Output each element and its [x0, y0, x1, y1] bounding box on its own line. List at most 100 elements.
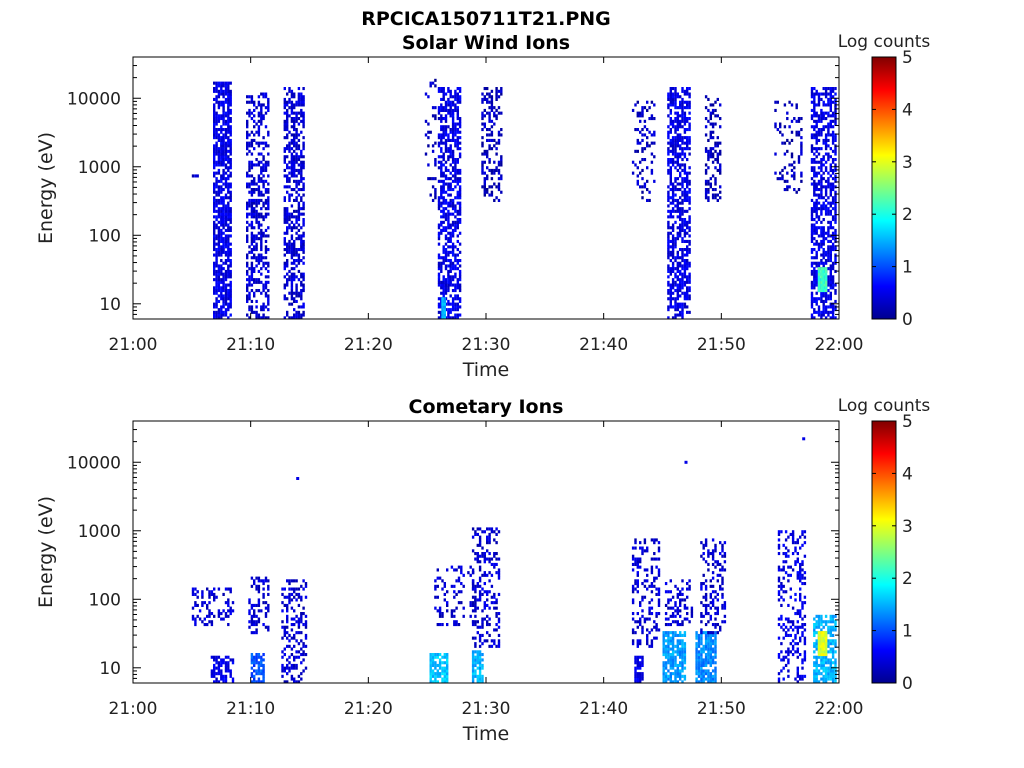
heatmap-cell [429, 666, 432, 670]
heatmap-cell [434, 606, 437, 610]
heatmap-cell [451, 103, 455, 107]
heatmap-cell [295, 215, 298, 219]
heatmap-cell [783, 166, 787, 170]
heatmap-cell [246, 299, 249, 303]
heatmap-cell [300, 280, 303, 284]
heatmap-cell [288, 587, 291, 591]
heatmap-cell [474, 672, 477, 676]
heatmap-cell [679, 166, 682, 170]
x-tick-label: 21:20 [344, 335, 393, 355]
heatmap-cell [229, 299, 232, 303]
heatmap-cell [681, 286, 684, 290]
heatmap-cell [449, 267, 452, 271]
heatmap-cell [707, 188, 710, 192]
heatmap-cell [820, 204, 823, 208]
heatmap-cell [493, 628, 496, 632]
heatmap-cell [686, 106, 689, 110]
heatmap-cell [295, 248, 298, 252]
heatmap-cell [250, 289, 254, 293]
heatmap-cell [224, 587, 228, 591]
heatmap-cell [447, 138, 450, 142]
heatmap-cell [824, 209, 828, 213]
heatmap-cell [220, 294, 223, 298]
heatmap-cell [227, 259, 230, 263]
heatmap-cell [827, 185, 830, 189]
heatmap-cell [220, 272, 223, 276]
heatmap-cell [488, 106, 491, 110]
heatmap-cell [281, 609, 284, 613]
heatmap-cell [813, 92, 816, 96]
heatmap-cell [220, 149, 223, 153]
heatmap-cell [493, 554, 496, 558]
heatmap-cell [222, 226, 225, 230]
heatmap-cell [795, 133, 798, 137]
heatmap-cell [300, 237, 303, 241]
heatmap-cell [648, 117, 651, 121]
heatmap-cell [810, 231, 814, 235]
heatmap-cell [438, 661, 442, 665]
heatmap-cell [456, 253, 459, 257]
heatmap-cell [295, 168, 298, 172]
heatmap-cell [257, 152, 261, 156]
heatmap-cell [683, 188, 687, 192]
heatmap-cell [206, 623, 209, 627]
heatmap-cell [215, 141, 218, 145]
heatmap-cell [641, 149, 644, 153]
heatmap-cell [248, 278, 251, 282]
heatmap-cell [297, 642, 301, 646]
heatmap-cell [831, 185, 835, 189]
heatmap-cell [458, 305, 462, 309]
heatmap-cell [815, 114, 818, 118]
heatmap-cell [250, 269, 254, 273]
heatmap-cell [264, 92, 268, 96]
heatmap-cell [449, 280, 452, 284]
heatmap-cell [827, 87, 830, 91]
heatmap-cell [721, 592, 724, 596]
heatmap-cell [829, 248, 832, 252]
heatmap-cell [827, 250, 830, 254]
heatmap-cell [827, 289, 830, 293]
heatmap-cell [213, 174, 216, 178]
heatmap-cell [215, 299, 218, 303]
heatmap-cell [474, 530, 477, 534]
heatmap-cell [653, 538, 656, 542]
heatmap-cell [255, 264, 258, 268]
heatmap-cell [476, 650, 479, 654]
heatmap-cell [688, 188, 691, 192]
heatmap-cell [669, 166, 672, 170]
heatmap-cell [716, 160, 719, 164]
heatmap-cell [215, 680, 218, 684]
heatmap-cell [488, 144, 491, 148]
heatmap-cell [451, 283, 455, 287]
heatmap-cell [262, 215, 265, 219]
heatmap-cell [283, 680, 286, 684]
heatmap-cell [215, 209, 218, 213]
heatmap-cell [456, 212, 459, 216]
heatmap-cell [295, 144, 298, 148]
heatmap-cell [679, 631, 682, 635]
heatmap-cell [681, 302, 684, 306]
heatmap-cell [194, 620, 197, 624]
heatmap-cell [267, 212, 270, 216]
heatmap-cell [641, 190, 644, 194]
heatmap-cell [676, 144, 679, 148]
heatmap-cell [674, 305, 677, 309]
heatmap-cell [454, 177, 457, 181]
heatmap-cell [488, 644, 491, 648]
heatmap-cell [264, 207, 268, 211]
heatmap-cell [471, 672, 475, 676]
heatmap-cell [440, 223, 443, 227]
heatmap-cell [227, 212, 230, 216]
heatmap-cell [469, 573, 472, 577]
heatmap-cell [283, 595, 286, 599]
heatmap-cell [834, 179, 837, 183]
heatmap-cell [458, 152, 462, 156]
heatmap-cell [295, 598, 298, 602]
heatmap-cell [488, 138, 491, 142]
heatmap-cell [683, 152, 687, 156]
heatmap-cell [490, 639, 494, 643]
heatmap-cell [281, 655, 284, 659]
heatmap-cell [831, 138, 835, 142]
heatmap-cell [203, 623, 206, 627]
